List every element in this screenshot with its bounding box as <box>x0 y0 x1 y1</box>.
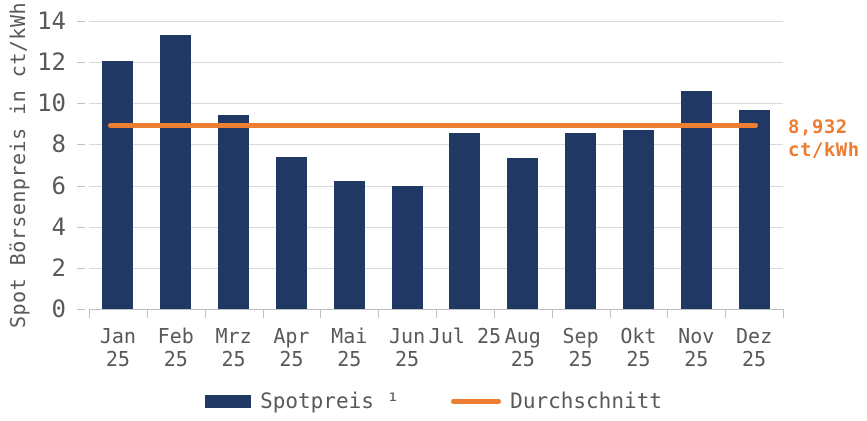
gridline-12 <box>89 62 783 64</box>
y-tick-label-6: 6 <box>51 171 66 200</box>
x-axis-label-jun-25: Jun 25 <box>389 324 426 371</box>
bar-okt-25 <box>622 130 654 309</box>
x-axis-label-jan-25: Jan 25 <box>99 324 136 371</box>
x-axis-tick <box>493 309 495 318</box>
x-axis-label-mai-25: Mai 25 <box>331 324 368 371</box>
x-axis-tick <box>262 309 264 318</box>
x-axis-tick <box>89 309 90 318</box>
x-axis-label-nov-25: Nov 25 <box>678 324 715 371</box>
y-axis-tick-14 <box>77 21 85 22</box>
y-axis-tick-10 <box>77 103 85 105</box>
x-axis-tick <box>667 309 669 318</box>
y-tick-label-10: 10 <box>37 89 66 118</box>
gridline-2 <box>89 267 783 269</box>
x-axis-tick <box>551 309 553 318</box>
x-axis-label-sep-25: Sep 25 <box>562 324 599 371</box>
average-value-number: 8,932 <box>788 116 848 138</box>
y-axis-tick-6 <box>77 185 85 187</box>
average-line <box>108 122 758 128</box>
x-axis-tick <box>609 309 611 318</box>
spotpreis-swatch <box>205 394 252 408</box>
legend-item-durchschnitt: Durchschnitt <box>451 389 662 413</box>
x-axis-tick <box>204 309 206 318</box>
legend-label-spotpreis: Spotpreis ¹ <box>260 389 400 413</box>
gridline-8 <box>89 144 783 146</box>
x-axis-label-okt-25: Okt 25 <box>620 324 657 371</box>
gridline-4 <box>89 226 783 228</box>
gridline-10 <box>89 103 783 105</box>
y-tick-label-12: 12 <box>37 48 66 77</box>
bar-mai-25 <box>333 181 365 309</box>
y-tick-label-14: 14 <box>37 7 66 35</box>
legend-item-spotpreis: Spotpreis ¹ <box>205 389 399 413</box>
y-axis-tick-8 <box>77 144 85 146</box>
y-axis-tick-2 <box>77 267 85 269</box>
bar-mrz-25 <box>218 114 250 309</box>
legend: Spotpreis ¹ Durchschnitt <box>0 389 867 413</box>
x-axis-label-dez-25: Dez 25 <box>736 324 773 371</box>
average-value-unit: ct/kWh <box>788 139 860 161</box>
y-axis-tick-0 <box>77 309 85 310</box>
bar-aug-25 <box>507 157 539 309</box>
x-axis-tick <box>436 309 437 318</box>
x-axis-label-apr-25: Apr 25 <box>273 324 310 371</box>
y-tick-label-2: 2 <box>51 253 66 282</box>
bar-jan-25 <box>102 61 134 309</box>
gridline-14 <box>89 21 783 22</box>
y-axis-tick-4 <box>77 226 85 228</box>
y-tick-label-0: 0 <box>51 295 66 323</box>
durchschnitt-line-swatch <box>451 398 502 404</box>
y-tick-label-4: 4 <box>51 212 66 241</box>
x-axis-label-mrz-25: Mrz 25 <box>215 324 252 371</box>
legend-label-durchschnitt: Durchschnitt <box>510 389 662 413</box>
x-axis-tick <box>725 309 727 318</box>
average-value-annotation: 8,932 ct/kWh <box>788 116 860 162</box>
x-axis-tick <box>320 309 322 318</box>
y-tick-label-8: 8 <box>51 130 66 159</box>
bar-apr-25 <box>275 156 307 309</box>
bar-sep-25 <box>565 133 597 309</box>
x-axis-tick <box>783 309 784 318</box>
x-axis-tick <box>146 309 148 318</box>
bar-feb-25 <box>160 35 192 309</box>
x-axis-label-feb-25: Feb 25 <box>157 324 194 371</box>
x-axis-label-aug-25: Aug 25 <box>504 324 541 371</box>
y-axis-tick-12 <box>77 62 85 64</box>
bar-jun-25 <box>391 185 423 309</box>
x-axis-label-jul-25: Jul 25 <box>428 324 502 348</box>
gridline-6 <box>89 185 783 187</box>
x-axis-tick <box>378 309 380 318</box>
bar-jul-25 <box>449 133 481 309</box>
bar-dez-25 <box>738 110 770 309</box>
